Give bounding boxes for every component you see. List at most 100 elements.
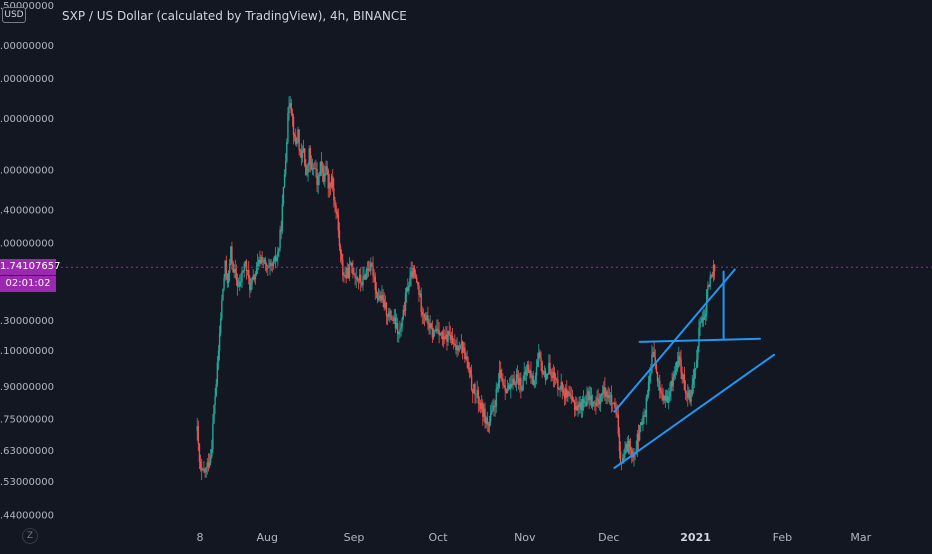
candle-body [279, 229, 281, 249]
y-tick-label: 0.44000000 [0, 510, 54, 521]
candle-body [382, 294, 384, 300]
candle-body [572, 399, 575, 402]
candle-body [701, 317, 704, 323]
candle-body [613, 402, 615, 404]
candle-body [311, 168, 314, 170]
candle-body [696, 359, 698, 369]
candle-body [496, 386, 499, 389]
channel-lower-trendline[interactable] [613, 353, 775, 469]
candle-body [603, 387, 605, 393]
candle-body [216, 362, 219, 384]
candle-body [264, 259, 267, 265]
candle-body [480, 402, 483, 409]
candle-body [485, 417, 487, 424]
candle-body [236, 280, 239, 287]
candle-body [483, 408, 485, 417]
candle-body [586, 395, 588, 407]
candle-body [548, 362, 550, 375]
candle-body [376, 293, 379, 300]
candle-body [553, 371, 556, 379]
candle-body [476, 389, 478, 394]
candle-body [429, 323, 431, 329]
candle-body [239, 281, 241, 286]
candle-body [300, 151, 303, 158]
candle-body [459, 345, 462, 349]
candle-body [515, 374, 518, 385]
candle-body [304, 148, 306, 165]
candle-body [516, 374, 519, 378]
candle-body [489, 414, 492, 422]
candle-body [414, 274, 417, 278]
candle-body [582, 399, 585, 403]
horizontal-resistance-trendline[interactable] [638, 337, 761, 343]
candle-body [669, 391, 671, 397]
candle-body [505, 390, 508, 393]
candle-body [217, 350, 220, 363]
candle-body [561, 382, 564, 390]
candle-body [403, 309, 406, 312]
candle-body [685, 392, 688, 394]
zoom-icon[interactable]: Z [22, 528, 38, 544]
candle-body [626, 444, 628, 453]
candle-body [587, 391, 589, 396]
candle-body [360, 274, 362, 283]
candle-body [351, 262, 353, 268]
candle-body [241, 271, 243, 282]
candle-body [584, 402, 586, 404]
candle-body [491, 410, 493, 415]
candle-body [261, 256, 263, 263]
candle-body [650, 373, 652, 377]
candle-body [401, 318, 403, 328]
candle-body [502, 380, 504, 385]
candle-body [234, 269, 236, 273]
candle-body [539, 352, 541, 358]
x-tick-label: Aug [256, 531, 277, 544]
candle-body [543, 371, 546, 375]
candle-body [653, 351, 655, 357]
candle-body [661, 392, 663, 395]
candle-body [361, 282, 363, 286]
candle-body [472, 389, 474, 394]
candle-body [332, 176, 334, 188]
candle-body [343, 275, 345, 276]
candle-body [452, 343, 455, 345]
candle-body [451, 335, 454, 344]
candle-body [276, 257, 278, 262]
candle-body [477, 389, 480, 404]
candle-body [320, 161, 323, 166]
candle-body [440, 332, 443, 334]
candle-body [674, 370, 677, 374]
candle-body [244, 261, 247, 264]
candle-body [644, 414, 646, 417]
candle-body [616, 413, 618, 415]
candle-body [569, 393, 571, 397]
candle-body [511, 383, 513, 386]
candle-body [694, 368, 697, 371]
candle-body [660, 390, 662, 393]
countdown-badge: 02:01:02 [0, 276, 56, 293]
candle-body [699, 322, 701, 328]
candle-body [470, 374, 473, 390]
candle-body [544, 371, 547, 380]
currency-button[interactable]: USD [2, 7, 26, 23]
candle-body [283, 174, 286, 187]
candle-body [284, 161, 287, 175]
candle-body [622, 458, 624, 464]
candle-body [417, 282, 419, 286]
candle-body [625, 444, 627, 448]
y-tick-label: 0.53000000 [0, 477, 54, 488]
candle-body [482, 402, 484, 417]
candle-body [222, 288, 224, 301]
candle-body [254, 273, 257, 280]
y-tick-label: 2.40000000 [0, 206, 54, 217]
candle-body [523, 372, 525, 380]
drawing-annotations[interactable] [613, 268, 775, 469]
candle-body [226, 274, 229, 284]
candle-body [326, 166, 328, 171]
candle-body [580, 402, 583, 410]
candle-body [256, 263, 259, 266]
candle-body [389, 310, 391, 313]
candle-body [594, 402, 596, 404]
